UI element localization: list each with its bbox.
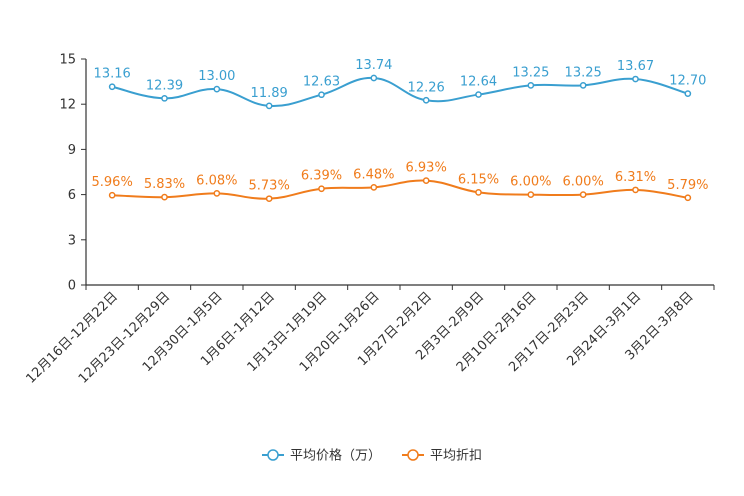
data-label: 13.16 <box>94 67 131 82</box>
y-tick-label: 0 <box>68 279 76 294</box>
data-point[interactable] <box>475 188 482 196</box>
data-point[interactable] <box>213 190 221 197</box>
y-tick-label: 15 <box>59 53 76 68</box>
data-label: 12.63 <box>303 75 340 90</box>
data-point[interactable] <box>213 85 221 93</box>
data-point[interactable] <box>527 191 535 198</box>
data-label: 13.67 <box>617 59 654 74</box>
chart-axes: 0369121512月16日-12月22日12月23日-12月29日12月30日… <box>24 53 715 387</box>
x-tick-label: 12月16日-12月22日 <box>24 289 121 386</box>
legend-marker-icon <box>267 449 279 461</box>
chart-series: 13.16 12.39 13.00 11.89 12.63 13.74 12.26 12.64… <box>92 58 708 203</box>
data-label: 12.64 <box>460 75 497 90</box>
y-tick-label: 9 <box>68 143 76 158</box>
data-label: 6.08% <box>196 173 237 188</box>
data-label: 12.26 <box>408 80 445 95</box>
data-point[interactable] <box>161 193 168 201</box>
series-1: 5.96% 5.83% 6.08% 5.73% 6.39% 6.48% 6.93% 6.15%… <box>92 161 708 203</box>
data-label: 6.00% <box>563 175 604 190</box>
data-point[interactable] <box>108 83 116 91</box>
data-label: 11.89 <box>251 86 288 101</box>
data-label: 6.00% <box>510 175 551 190</box>
data-label: 13.25 <box>512 65 549 80</box>
data-point[interactable] <box>265 195 273 203</box>
data-point[interactable] <box>422 96 430 104</box>
data-point[interactable] <box>161 94 168 102</box>
data-label: 6.15% <box>458 172 499 187</box>
data-label: 6.31% <box>615 170 656 185</box>
series-line <box>112 179 688 200</box>
data-label: 6.93% <box>406 161 447 176</box>
x-tick-label: 12月23日-12月29日 <box>76 289 173 386</box>
y-tick-label: 12 <box>59 98 76 113</box>
data-point[interactable] <box>632 186 639 194</box>
data-label: 5.96% <box>92 175 133 190</box>
data-point[interactable] <box>632 75 639 83</box>
data-label: 5.79% <box>667 178 708 193</box>
data-point[interactable] <box>684 90 692 98</box>
series-0: 13.16 12.39 13.00 11.89 12.63 13.74 12.26 12.64… <box>94 58 706 110</box>
data-label: 12.70 <box>669 74 706 89</box>
legend-label: 平均价格（万） <box>290 448 381 464</box>
data-point[interactable] <box>318 91 325 99</box>
data-point[interactable] <box>108 191 116 199</box>
data-point[interactable] <box>318 185 325 193</box>
legend-label: 平均折扣 <box>430 449 482 464</box>
data-point[interactable] <box>475 91 482 98</box>
data-label: 5.73% <box>249 179 290 194</box>
data-label: 5.83% <box>144 177 185 192</box>
series-line <box>111 76 689 107</box>
data-point[interactable] <box>684 194 692 202</box>
y-tick-label: 3 <box>68 233 76 248</box>
data-point[interactable] <box>265 102 273 110</box>
data-label: 12.39 <box>146 78 183 93</box>
data-label: 6.48% <box>353 167 394 182</box>
data-point[interactable] <box>370 74 378 82</box>
data-label: 13.25 <box>565 65 602 80</box>
data-point[interactable] <box>527 82 535 89</box>
data-label: 6.39% <box>301 169 342 184</box>
data-label: 13.74 <box>355 58 392 73</box>
data-point[interactable] <box>579 191 587 198</box>
data-point[interactable] <box>579 82 587 89</box>
data-point[interactable] <box>422 177 430 184</box>
legend-marker-icon <box>407 449 419 461</box>
legend-item-0[interactable]: 平均价格（万） <box>262 448 381 464</box>
data-label: 13.00 <box>198 69 235 84</box>
y-tick-label: 6 <box>68 188 76 203</box>
chart-legend: 平均价格（万） 平均折扣 <box>262 448 482 464</box>
legend-item-1[interactable]: 平均折扣 <box>402 449 482 464</box>
data-point[interactable] <box>370 184 378 191</box>
